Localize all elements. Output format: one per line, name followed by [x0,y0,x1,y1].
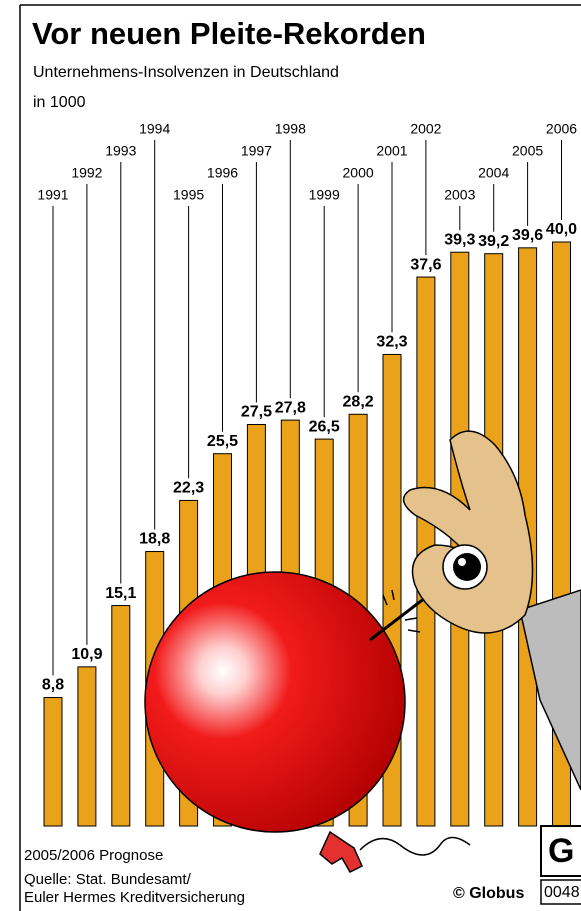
x-tick-label: 2003 [444,187,475,203]
x-tick-label: 1997 [241,143,272,159]
source: Euler Hermes Kreditversicherung [24,889,245,906]
value-label: 18,8 [139,531,170,548]
bar [111,605,131,827]
logo [540,825,581,877]
value-label: 39,2 [478,233,509,250]
value-label: 39,3 [444,231,475,248]
value-label: 27,5 [241,404,272,421]
x-tick-label: 2000 [343,165,374,181]
x-tick-label: 1999 [309,187,340,203]
source: Quelle: Stat. Bundesamt/ [24,871,192,888]
x-tick-label: 1994 [139,121,170,137]
code: 0048 [544,884,580,901]
x-tick-label: 2002 [410,121,441,137]
value-label: 27,8 [275,399,306,416]
value-label: 25,5 [207,433,238,450]
subtitle: Unternehmens-Insolvenzen in Deutschland [33,64,339,81]
x-tick-label: 2005 [512,143,543,159]
x-tick-label: 1995 [173,187,204,203]
unit: in 1000 [33,94,86,111]
hand [402,430,581,791]
credit: © Globus [453,885,524,902]
x-tick-label: 1993 [105,143,136,159]
value-label: 22,3 [173,480,204,497]
x-tick-label: 1998 [275,121,306,137]
bar [43,697,63,827]
code-box [540,879,581,905]
value-label: 28,2 [343,393,374,410]
logo-mark: G [548,832,574,870]
x-tick-label: 2004 [478,165,509,181]
x-tick-label: 2001 [376,143,407,159]
x-tick-label: 1992 [71,165,102,181]
bar [77,666,97,827]
value-label: 10,9 [71,646,102,663]
value-label: 39,6 [512,227,543,244]
value-label: 8,8 [42,677,64,694]
x-tick-label: 2006 [546,121,577,137]
value-label: 15,1 [105,585,136,602]
value-label: 40,0 [546,221,577,238]
note: 2005/2006 Prognose [24,847,163,864]
x-tick-label: 1996 [207,165,238,181]
value-label: 32,3 [376,334,407,351]
value-label: 37,6 [410,256,441,273]
x-tick-label: 1991 [37,187,68,203]
value-label: 26,5 [309,418,340,435]
chart-title: Vor neuen Pleite-Rekorden [32,16,426,51]
